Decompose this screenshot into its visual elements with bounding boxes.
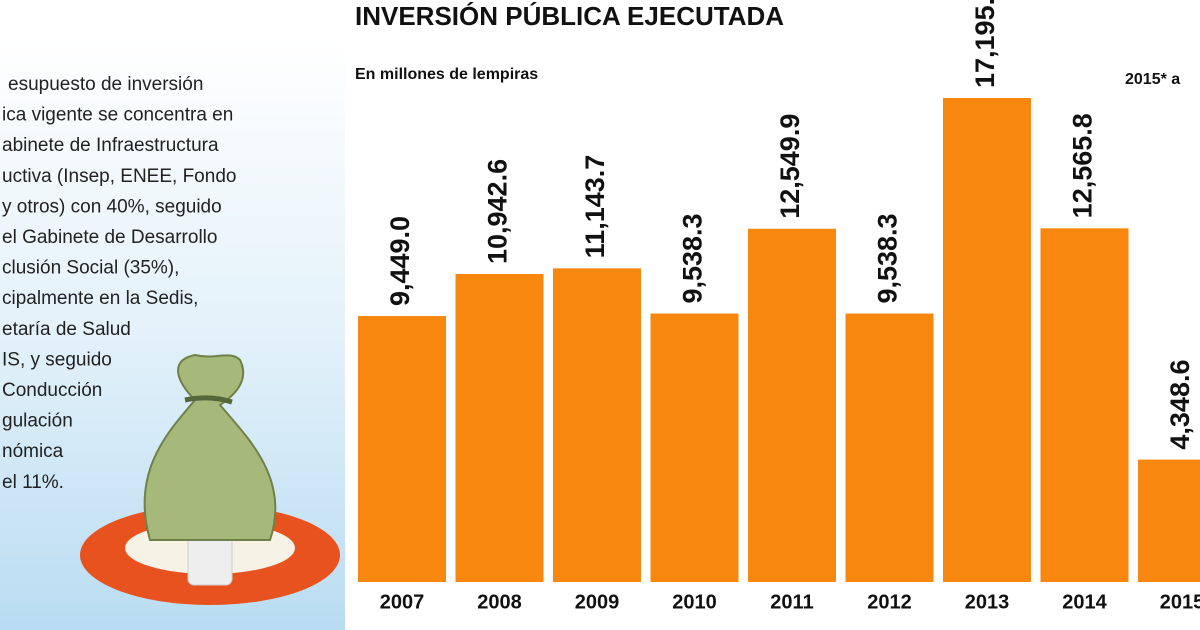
side-text-line: y otros) con 40%, seguido bbox=[2, 196, 222, 217]
bar bbox=[553, 268, 641, 582]
side-text-line: clusión Social (35%), bbox=[2, 258, 179, 279]
chart-title: INVERSIÓN PÚBLICA EJECUTADA bbox=[355, 1, 784, 31]
bar bbox=[845, 313, 934, 582]
side-text-line: nómica bbox=[2, 441, 64, 462]
bar bbox=[1138, 459, 1200, 582]
x-tick-label: 2011 bbox=[770, 591, 813, 613]
side-text-line: Conducción bbox=[2, 380, 102, 401]
value-label: 9,538.3 bbox=[678, 213, 708, 303]
chart-note: 2015* a bbox=[1125, 71, 1180, 88]
bar bbox=[1040, 228, 1129, 582]
value-label: 4,348.6 bbox=[1165, 360, 1195, 450]
side-text-line: etaría de Salud bbox=[2, 319, 131, 340]
side-text-line: el Gabinete de Desarrollo bbox=[2, 227, 217, 248]
chart-subtitle: En millones de lempiras bbox=[355, 66, 538, 83]
value-label: 10,942.6 bbox=[483, 159, 513, 264]
x-tick-label: 2015 bbox=[1160, 591, 1200, 613]
side-text-line: gulación bbox=[2, 411, 73, 432]
x-tick-label: 2013 bbox=[965, 591, 1010, 613]
bar bbox=[358, 316, 446, 582]
side-text-line: uctiva (Insep, ENEE, Fondo bbox=[2, 166, 236, 187]
bar bbox=[943, 98, 1031, 582]
value-label: 12,549.9 bbox=[775, 114, 805, 219]
side-text-line: el 11%. bbox=[2, 472, 64, 493]
x-tick-label: 2014 bbox=[1062, 591, 1107, 613]
x-tick-label: 2008 bbox=[477, 591, 522, 613]
x-tick-label: 2012 bbox=[867, 591, 912, 613]
x-tick-label: 2010 bbox=[672, 591, 717, 613]
bar bbox=[455, 274, 544, 582]
side-text-line: esupuesto de inversión bbox=[8, 74, 203, 95]
bar bbox=[748, 228, 836, 583]
value-label: 9,538.3 bbox=[873, 213, 903, 303]
side-text-line: cipalmente en la Sedis, bbox=[2, 288, 198, 309]
side-text-line: abinete de Infraestructura bbox=[2, 135, 219, 156]
side-text-line: ica vigente se concentra en bbox=[2, 105, 233, 126]
value-label: 11,143.7 bbox=[580, 155, 610, 259]
bar bbox=[650, 313, 739, 582]
value-label: 12,565.8 bbox=[1068, 113, 1098, 218]
value-label: 9,449.0 bbox=[385, 216, 415, 306]
side-text-line: IS, y seguido bbox=[2, 349, 112, 370]
illustration bbox=[80, 353, 340, 605]
x-tick-label: 2009 bbox=[575, 591, 620, 613]
x-tick-label: 2007 bbox=[380, 591, 425, 613]
value-label: 17,195.8 bbox=[970, 0, 1000, 88]
